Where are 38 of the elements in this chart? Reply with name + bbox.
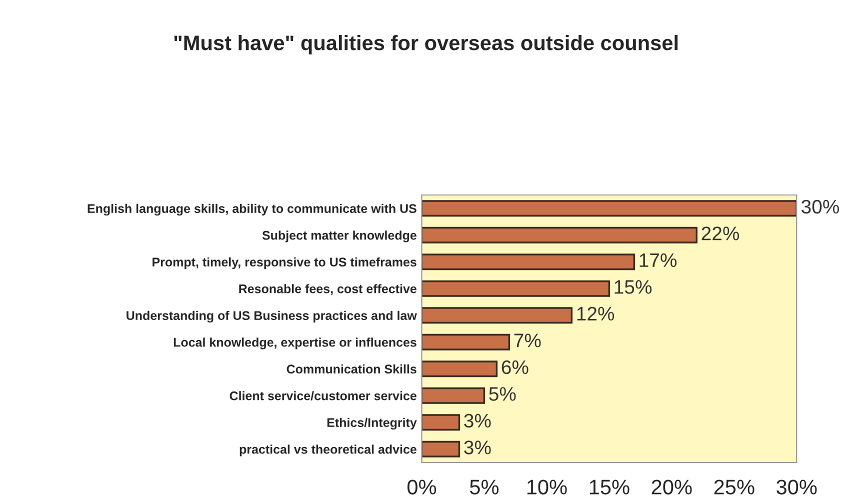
y-tick-label: Understanding of US Business practices and law [126,310,417,323]
y-tick-label: Prompt, timely, responsive to US timeframes [152,257,416,269]
y-tick-label: Resonable fees, cost effective [239,284,416,296]
data-label: 7% [514,334,541,348]
data-label: 5% [489,387,516,401]
bar [422,387,486,404]
data-label: 30% [802,200,840,214]
x-tick-label: 20% [652,480,692,494]
x-tick-label: 10% [527,480,567,494]
data-label: 3% [464,440,491,454]
y-tick-label: practical vs theoretical advice [240,444,416,456]
x-tick-label: 15% [590,480,630,494]
x-tick-label: 25% [714,480,754,494]
bar [422,280,610,297]
data-label: 12% [577,306,614,321]
bar [422,360,498,378]
bar [422,226,698,244]
y-tick-label: English language skills, ability to communicate with US [88,204,416,216]
x-tick-label: 30% [776,480,817,494]
x-tick-label: 0% [408,480,436,494]
y-tick-label: Communication Skills [286,364,416,374]
y-tick-label: Ethics/Integrity [327,418,417,430]
data-label: 15% [614,280,652,294]
bar [422,254,636,270]
y-tick-label: Local knowledge, expertise or influences [174,338,416,350]
bar [422,200,797,217]
data-label: 3% [464,414,491,428]
x-tick-label: 5% [470,480,499,494]
data-label: 22% [702,226,740,240]
y-tick-label: Subject matter knowledge [262,230,416,242]
bar [422,440,460,458]
bar [422,334,510,350]
data-label: 6% [502,360,528,374]
chart-title: "Must have" qualities for overseas outside counsel [174,35,678,54]
bar [422,414,460,431]
y-tick-label: Client service/customer service [230,391,416,400]
bar [422,307,573,324]
data-label: 17% [640,253,677,268]
